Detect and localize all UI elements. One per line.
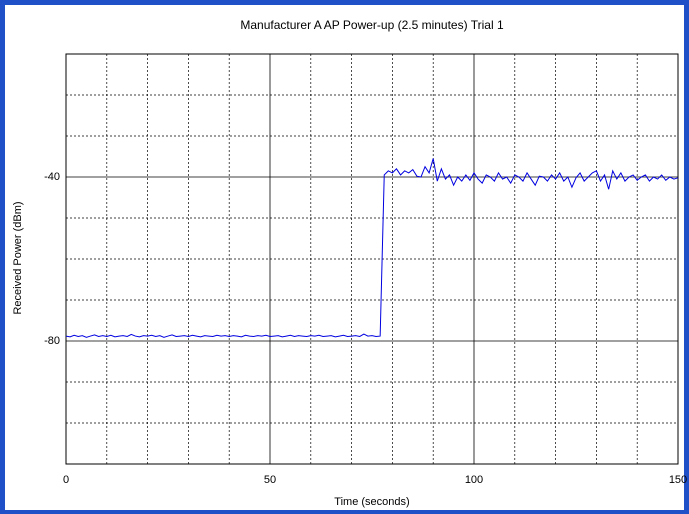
x-tick-label: 50 [264, 474, 276, 486]
y-tick-label: -80 [44, 335, 60, 347]
y-axis-label: Received Power (dBm) [12, 201, 24, 314]
data-line [65, 158, 679, 338]
chart-title: Manufacturer A AP Power-up (2.5 minutes)… [240, 18, 504, 32]
x-tick-label: 150 [669, 474, 687, 486]
x-axis-label: Time (seconds) [334, 496, 409, 508]
chart-panel [5, 5, 684, 510]
x-tick-label: 100 [465, 474, 483, 486]
y-tick-label: -40 [44, 171, 60, 183]
x-tick-label: 0 [63, 474, 69, 486]
plot-frame [65, 53, 679, 465]
